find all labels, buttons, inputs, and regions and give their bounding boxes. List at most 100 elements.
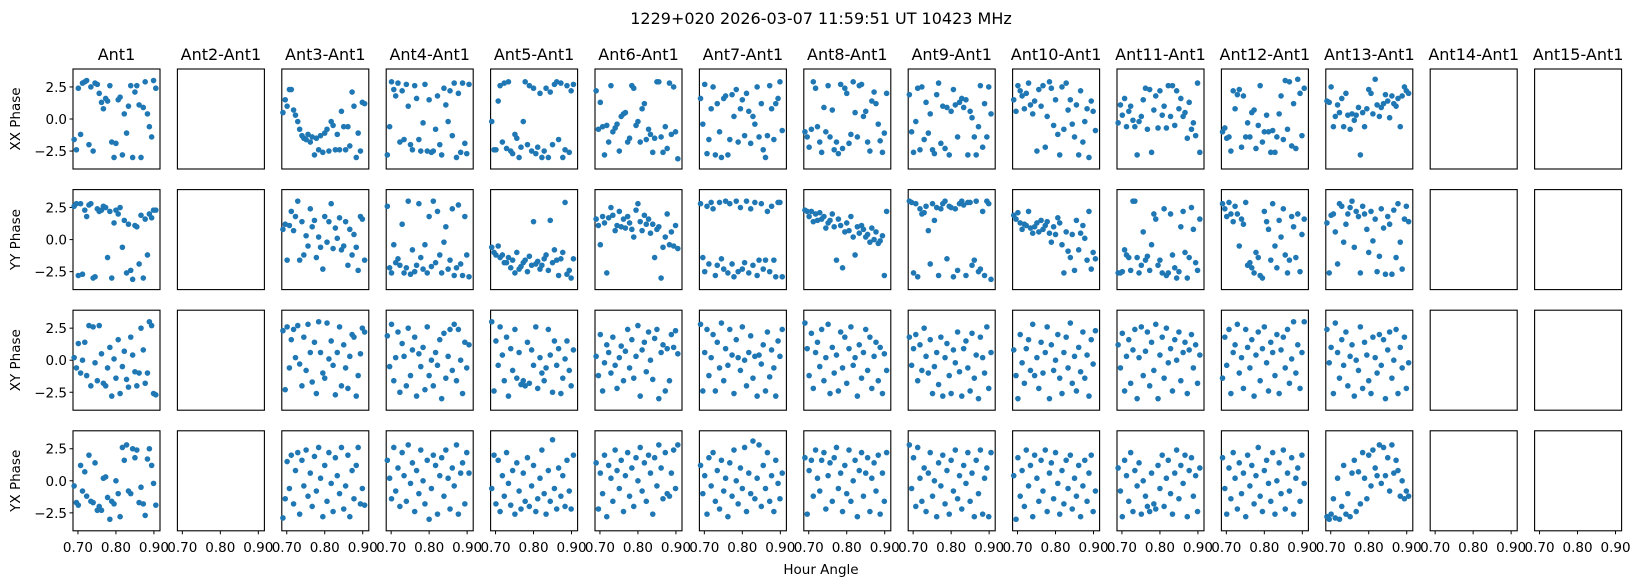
data-point (1050, 122, 1057, 129)
x-tick-label: 0.80 (1458, 540, 1488, 556)
data-point (1338, 203, 1345, 210)
data-point (127, 267, 134, 274)
data-point (658, 275, 664, 281)
data-point (543, 85, 549, 92)
data-point (443, 447, 449, 453)
data-point (750, 438, 756, 444)
subplot-r1-c0: −2.50.02.5YY Phase (8, 189, 161, 291)
data-point (351, 334, 357, 340)
data-point (104, 365, 111, 371)
data-point (142, 79, 148, 85)
data-point (90, 499, 96, 506)
data-point (284, 103, 290, 109)
data-point (534, 495, 541, 502)
data-point (559, 375, 566, 381)
data-point (670, 243, 677, 249)
y-tick-label: 2.5 (46, 321, 67, 337)
data-point (107, 82, 113, 89)
axes-frame (72, 189, 161, 291)
data-point (854, 513, 861, 520)
data-point (1365, 377, 1372, 384)
data-point (144, 252, 151, 258)
data-point (622, 348, 629, 355)
data-point (622, 472, 629, 479)
data-point (1374, 370, 1380, 376)
data-point (1192, 342, 1199, 348)
data-point (426, 372, 432, 379)
data-point (534, 258, 541, 265)
data-point (1278, 93, 1284, 99)
data-point (668, 131, 675, 138)
data-point (1238, 490, 1245, 497)
data-point (837, 329, 844, 335)
data-point (1326, 99, 1333, 106)
data-point (1236, 460, 1243, 466)
data-point (453, 377, 460, 384)
data-point (906, 334, 913, 340)
data-point (1088, 336, 1095, 343)
data-point (422, 386, 428, 393)
data-point (1019, 226, 1025, 233)
data-point (967, 108, 973, 115)
data-point (960, 202, 967, 208)
data-point (545, 467, 552, 474)
data-point (1148, 339, 1155, 346)
subplot-r1-c10 (1115, 189, 1205, 291)
data-point (858, 81, 865, 88)
data-point (1253, 472, 1259, 479)
data-point (466, 273, 472, 280)
data-point (94, 377, 101, 384)
data-point (1152, 321, 1159, 328)
data-point (384, 333, 391, 339)
data-point (1021, 105, 1028, 112)
data-point (643, 136, 650, 143)
data-point (633, 454, 639, 461)
data-point (299, 218, 305, 225)
data-point (720, 266, 727, 272)
data-point (927, 449, 934, 456)
data-point (1368, 390, 1374, 397)
data-point (660, 342, 666, 348)
subplot-r2-c8 (906, 309, 996, 411)
data-point (1081, 118, 1088, 125)
data-point (1230, 87, 1236, 94)
data-point (877, 511, 883, 517)
data-point (1021, 503, 1028, 510)
data-point (524, 141, 531, 148)
data-point (441, 330, 447, 337)
data-point (979, 144, 986, 151)
data-point (1017, 493, 1023, 499)
data-point (662, 234, 669, 240)
data-point (1081, 235, 1088, 242)
data-point (1090, 508, 1096, 515)
data-point (564, 338, 570, 344)
data-point (1357, 324, 1364, 330)
data-point (639, 347, 645, 353)
data-point (447, 326, 453, 333)
data-point (434, 511, 441, 517)
data-point (288, 208, 295, 215)
data-point (714, 467, 721, 474)
data-point (593, 460, 599, 466)
data-point (862, 326, 869, 333)
data-point (153, 392, 159, 398)
data-point (307, 349, 314, 356)
data-point (1395, 200, 1401, 207)
data-point (390, 444, 397, 451)
data-point (1230, 349, 1236, 356)
data-point (1330, 495, 1337, 502)
data-point (326, 218, 332, 225)
data-point (808, 208, 815, 215)
data-point (395, 465, 401, 471)
data-point (125, 103, 132, 109)
subplot-title: Ant10-Ant1 (1011, 45, 1102, 64)
data-point (871, 89, 877, 95)
data-point (850, 234, 856, 240)
data-point (777, 495, 783, 502)
data-point (1159, 270, 1166, 276)
data-point (960, 104, 967, 111)
data-point (1188, 454, 1195, 461)
data-point (353, 154, 360, 161)
data-point (879, 232, 886, 239)
subplot-title: Ant5-Ant1 (494, 45, 575, 64)
